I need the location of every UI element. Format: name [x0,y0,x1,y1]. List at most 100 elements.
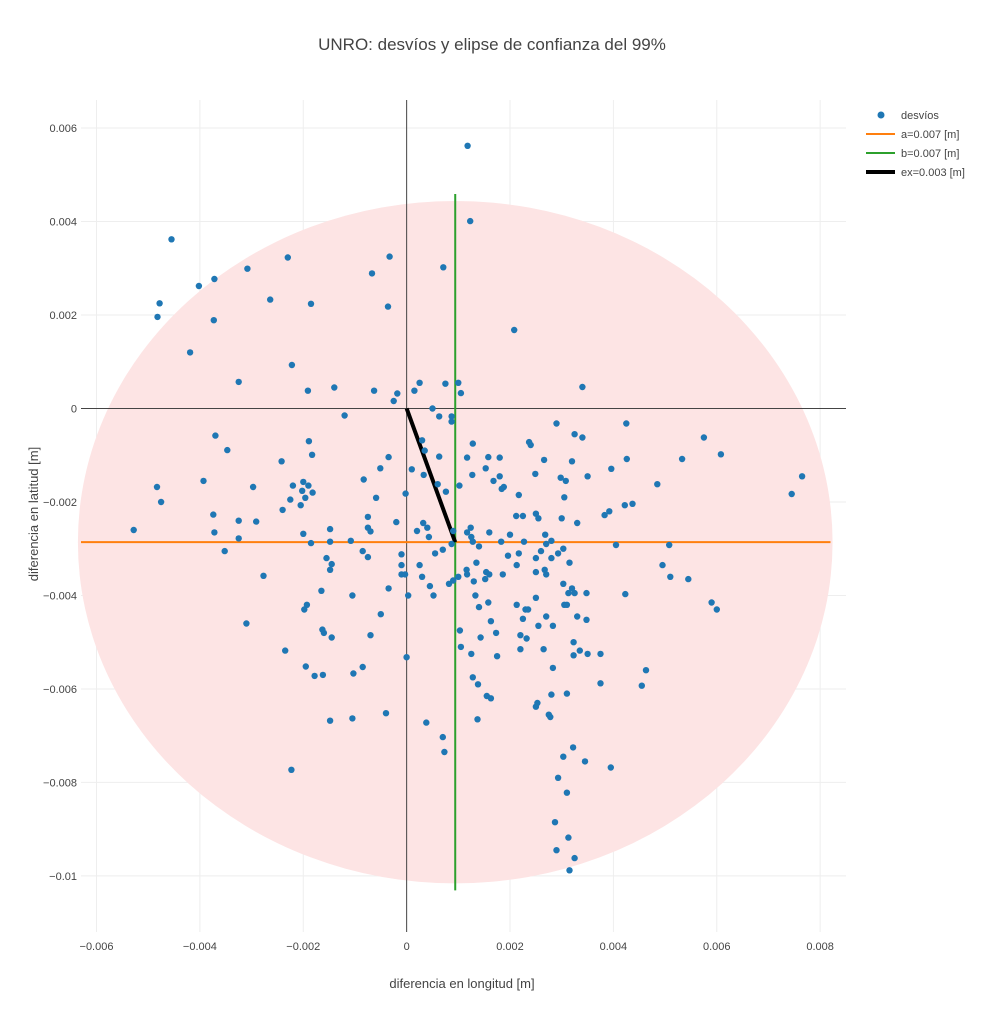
data-point[interactable] [442,380,449,387]
data-point[interactable] [548,554,555,562]
data-point[interactable] [532,703,540,710]
data-point[interactable] [367,632,374,639]
data-point[interactable] [563,789,571,796]
data-point[interactable] [537,547,545,555]
data-point[interactable] [307,300,315,307]
data-point[interactable] [504,552,512,559]
data-point[interactable] [474,716,481,723]
data-point[interactable] [485,599,492,606]
data-point[interactable] [301,606,308,613]
data-point[interactable] [540,456,548,464]
data-point[interactable] [318,587,325,594]
data-point[interactable] [168,236,175,243]
data-point[interactable] [506,531,514,538]
data-point[interactable] [455,573,462,580]
data-point[interactable] [279,506,286,514]
data-point[interactable] [473,559,480,566]
data-point[interactable] [359,663,366,671]
data-point[interactable] [612,541,620,549]
data-point[interactable] [642,667,650,674]
data-point[interactable] [597,650,604,658]
data-point[interactable] [402,490,409,497]
data-point[interactable] [574,519,581,527]
data-point[interactable] [583,589,590,597]
data-point[interactable] [441,748,448,756]
data-point[interactable] [584,650,591,658]
data-point[interactable] [513,601,520,608]
data-point[interactable] [377,611,384,618]
data-point[interactable] [469,471,476,479]
data-point[interactable] [638,682,645,689]
data-point[interactable] [532,470,539,478]
data-point[interactable] [429,405,436,412]
data-point[interactable] [385,585,392,592]
data-point[interactable] [405,592,412,599]
data-point[interactable] [543,613,550,620]
data-point[interactable] [249,483,257,491]
data-point[interactable] [464,142,471,149]
data-point[interactable] [328,560,335,568]
data-point[interactable] [551,819,559,826]
data-point[interactable] [377,465,384,472]
data-point[interactable] [235,517,242,524]
data-point[interactable] [685,575,692,583]
data-point[interactable] [667,573,674,580]
data-point[interactable] [469,674,476,681]
data-point[interactable] [493,653,501,660]
data-point[interactable] [413,527,421,535]
data-point[interactable] [472,592,479,599]
data-point[interactable] [622,590,629,598]
data-point[interactable] [566,559,573,566]
data-point[interactable] [678,455,686,463]
data-point[interactable] [487,618,495,625]
data-point[interactable] [153,483,161,491]
data-point[interactable] [341,412,348,419]
legend-item-a[interactable]: a=0.007 [m] [866,129,959,141]
data-point[interactable] [565,834,572,841]
data-point[interactable] [368,270,376,277]
data-point[interactable] [360,476,367,483]
data-point[interactable] [420,471,427,479]
data-point[interactable] [244,265,251,272]
data-point[interactable] [308,451,316,458]
data-point[interactable] [543,540,550,548]
data-point[interactable] [457,643,465,651]
data-point[interactable] [416,379,423,386]
data-point[interactable] [601,511,608,519]
data-point[interactable] [654,481,661,488]
data-point[interactable] [554,774,562,781]
data-point[interactable] [364,553,372,561]
data-point[interactable] [367,528,374,535]
data-point[interactable] [548,537,555,544]
data-point[interactable] [659,561,666,569]
data-point[interactable] [519,615,527,622]
data-point[interactable] [305,438,313,445]
data-point[interactable] [717,451,725,458]
data-point[interactable] [562,477,569,485]
data-point[interactable] [439,733,446,741]
data-point[interactable] [130,526,137,534]
data-point[interactable] [401,571,409,578]
data-point[interactable] [557,474,564,481]
data-point[interactable] [535,515,542,522]
data-point[interactable] [349,592,356,599]
data-point[interactable] [515,550,522,557]
data-point[interactable] [523,635,530,642]
data-point[interactable] [569,744,577,751]
data-point[interactable] [288,361,296,369]
data-point[interactable] [382,710,390,717]
data-point[interactable] [370,387,378,394]
data-point[interactable] [456,627,464,634]
data-point[interactable] [486,529,493,536]
data-point[interactable] [434,481,441,488]
data-point[interactable] [542,531,549,538]
data-point[interactable] [579,383,586,391]
data-point[interactable] [331,384,338,391]
data-point[interactable] [297,502,304,509]
data-point[interactable] [448,418,455,425]
data-point[interactable] [326,525,334,533]
data-point[interactable] [463,571,471,578]
data-point[interactable] [157,498,165,506]
data-point[interactable] [629,500,636,507]
data-point[interactable] [571,589,578,597]
